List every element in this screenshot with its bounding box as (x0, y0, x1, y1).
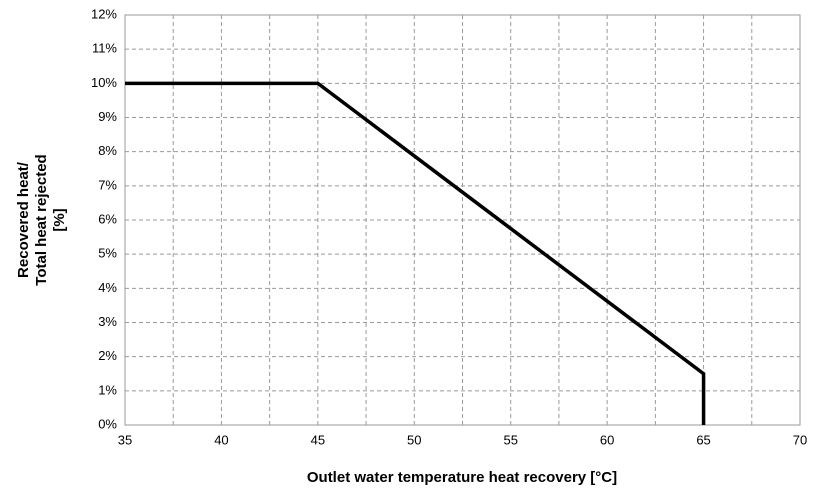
y-tick-label: 3% (98, 314, 117, 329)
x-tick-label: 35 (118, 432, 132, 447)
y-tick-label: 5% (98, 246, 117, 261)
y-axis-title-line: [%] (51, 208, 68, 231)
y-tick-label: 4% (98, 280, 117, 295)
y-tick-label: 6% (98, 211, 117, 226)
y-tick-label: 10% (91, 75, 117, 90)
plot-border (124, 14, 801, 426)
x-tick-label: 60 (600, 432, 614, 447)
x-tick-label: 45 (311, 432, 325, 447)
y-tick-label: 7% (98, 177, 117, 192)
x-tick-label: 70 (793, 432, 807, 447)
y-axis-title: Recovered heat/ Total heat rejected [%] (15, 154, 68, 285)
y-tick-label: 9% (98, 109, 117, 124)
x-axis-title: Outlet water temperature heat recovery [… (307, 469, 617, 486)
data-line (125, 81, 706, 425)
y-tick-label: 2% (98, 348, 117, 363)
y-tick-label: 8% (98, 143, 117, 158)
x-tick-label: 55 (503, 432, 517, 447)
y-tick-label: 12% (91, 6, 117, 21)
x-tick-label: 40 (214, 432, 228, 447)
x-tick-label: 65 (696, 432, 710, 447)
y-tick-label: 0% (98, 416, 117, 431)
y-tick-label: 1% (98, 382, 117, 397)
y-tick-label: 11% (92, 41, 117, 56)
y-axis-title-line: Recovered heat/ (15, 161, 32, 278)
y-axis-title-line: Total heat rejected (33, 154, 50, 285)
x-tick-label: 50 (407, 432, 421, 447)
